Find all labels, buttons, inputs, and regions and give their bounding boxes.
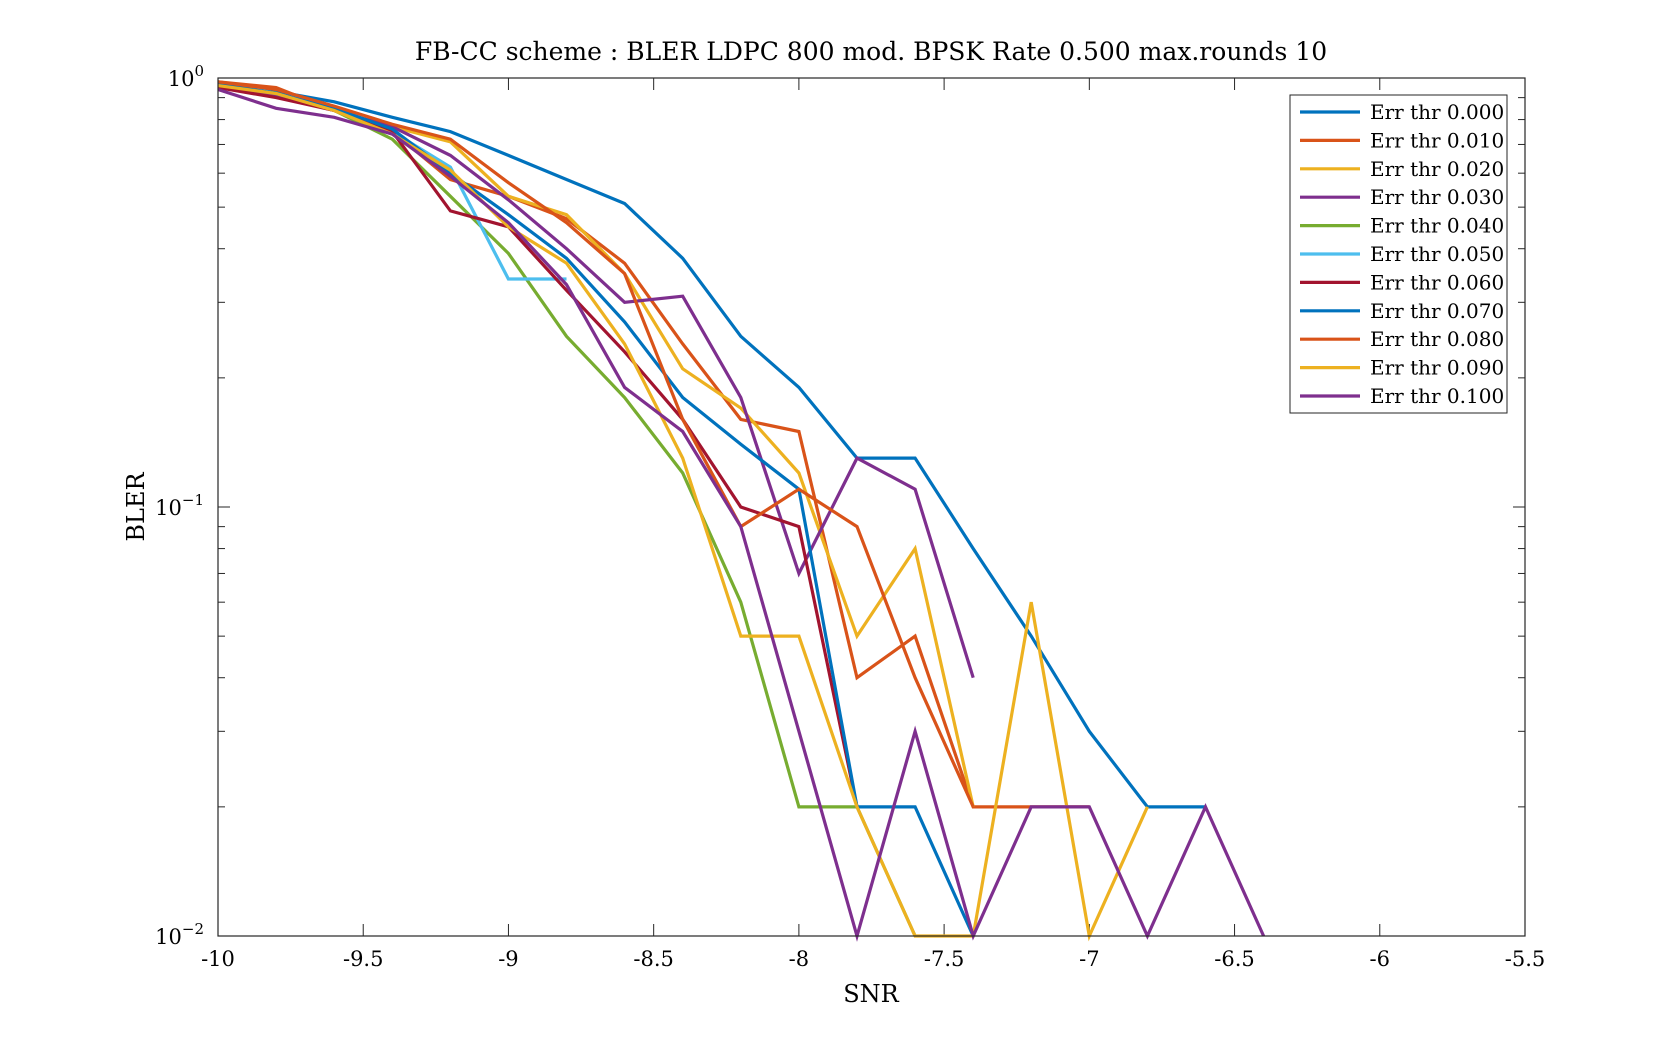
legend-label: Err thr 0.030: [1370, 185, 1504, 209]
legend-label: Err thr 0.000: [1370, 100, 1504, 124]
x-tick-label: -9.5: [343, 947, 384, 971]
legend-entry: Err thr 0.010: [1300, 128, 1504, 152]
y-tick-label: 100: [168, 62, 204, 91]
legend-label: Err thr 0.080: [1370, 327, 1504, 351]
x-tick-label: -5.5: [1505, 947, 1546, 971]
x-axis-label: SNR: [843, 980, 899, 1008]
data-series: [217, 80, 1266, 942]
legend-entry: Err thr 0.000: [1300, 100, 1504, 124]
legend-entry: Err thr 0.060: [1300, 270, 1504, 294]
chart-title: FB-CC scheme : BLER LDPC 800 mod. BPSK R…: [415, 37, 1327, 66]
y-tick-label: 10−2: [155, 920, 204, 949]
x-tick-label: -6: [1370, 947, 1390, 971]
x-tick-label: -9: [498, 947, 518, 971]
axes-frame: [217, 77, 1526, 937]
series-line-10: [217, 84, 1149, 942]
legend-entry: Err thr 0.030: [1300, 185, 1504, 209]
tick-labels: -10 -9.5 -9 -8.5 -8 -7.5 -7 -6.5 -6 -5.5 10−2 10−1 1…: [155, 62, 1545, 971]
legend-entry: Err thr 0.080: [1300, 327, 1504, 351]
series-line-9: [217, 80, 975, 808]
legend-label: Err thr 0.050: [1370, 242, 1504, 266]
legend-entry: Err thr 0.040: [1300, 214, 1504, 238]
x-tick-label: -10: [201, 947, 235, 971]
legend-label: Err thr 0.060: [1370, 270, 1504, 294]
legend-entry: Err thr 0.020: [1300, 157, 1504, 181]
legend-label: Err thr 0.010: [1370, 128, 1504, 152]
x-tick-label: -8.5: [633, 947, 674, 971]
x-tick-label: -8: [789, 947, 809, 971]
legend-label: Err thr 0.040: [1370, 214, 1504, 238]
y-tick-label: 10−1: [155, 491, 204, 520]
legend: Err thr 0.000 Err thr 0.010 Err thr 0.020 E…: [1289, 94, 1508, 414]
x-tick-label: -6.5: [1214, 947, 1255, 971]
x-tick-label: -7: [1079, 947, 1099, 971]
legend-label: Err thr 0.070: [1370, 299, 1504, 323]
legend-items: Err thr 0.000 Err thr 0.010 Err thr 0.020 E…: [1300, 100, 1504, 408]
legend-entry: Err thr 0.090: [1300, 356, 1504, 380]
y-axis-label: BLER: [122, 471, 150, 541]
series-line-8: [217, 82, 975, 937]
legend-label: Err thr 0.020: [1370, 157, 1504, 181]
series-line-11: [217, 87, 1266, 942]
legend-label: Err thr 0.090: [1370, 356, 1504, 380]
legend-entry: Err thr 0.070: [1300, 299, 1504, 323]
legend-entry: Err thr 0.050: [1300, 242, 1504, 266]
legend-entry: Err thr 0.100: [1300, 384, 1504, 408]
x-tick-label: -7.5: [924, 947, 965, 971]
legend-label: Err thr 0.100: [1370, 384, 1504, 408]
